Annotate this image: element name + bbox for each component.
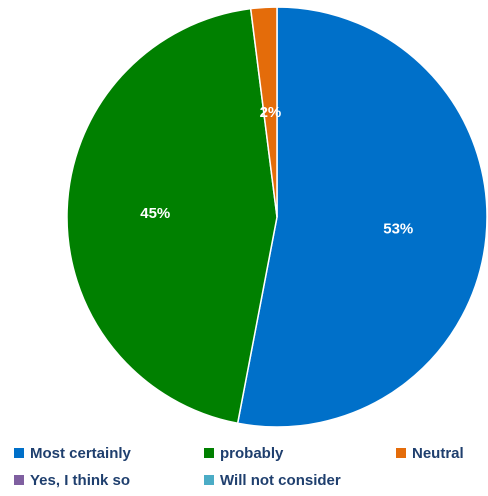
legend-swatch: [14, 475, 24, 485]
legend-label: Most certainly: [30, 444, 131, 462]
slice-label-neutral: 2%: [260, 104, 282, 121]
legend-label: probably: [220, 444, 284, 462]
legend-label: Neutral: [412, 444, 464, 462]
pie-chart: 53% 45% 2%: [66, 6, 488, 428]
legend-label: Will not consider: [220, 471, 341, 489]
legend-item-most-certainly: Most certainly: [14, 444, 131, 462]
legend-swatch: [14, 448, 24, 458]
pie-slice-neutral: [249, 6, 278, 218]
pie-slice-probably: [66, 7, 278, 425]
pie-slice-most-certainly: [236, 6, 488, 428]
legend-item-yes-i-think-so: Yes, I think so: [14, 471, 130, 489]
legend-label: Yes, I think so: [30, 471, 131, 489]
legend-swatch: [204, 448, 214, 458]
slice-label-probably: 45%: [140, 205, 170, 222]
legend-item-will-not-consider: Will not consider: [204, 471, 341, 489]
legend-item-probably: probably: [204, 444, 283, 462]
legend-swatch: [396, 448, 406, 458]
legend-item-neutral: Neutral: [396, 444, 464, 462]
legend-swatch: [204, 475, 214, 485]
slice-label-most-certainly: 53%: [383, 220, 413, 237]
